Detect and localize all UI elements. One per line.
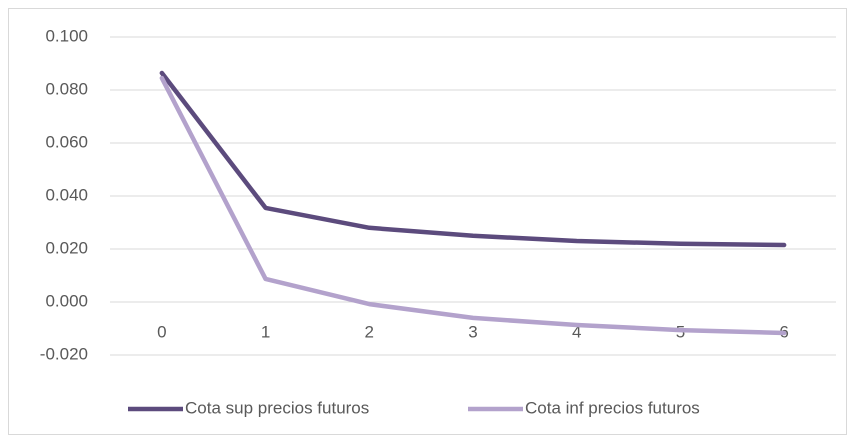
- x-tick-label: 2: [365, 322, 374, 341]
- legend-label: Cota inf precios futuros: [525, 398, 700, 417]
- y-tick-label: 0.100: [45, 26, 88, 45]
- chart-border: [8, 8, 847, 435]
- x-tick-label: 0: [157, 322, 166, 341]
- x-tick-label: 1: [261, 322, 270, 341]
- series-line: [159, 75, 787, 336]
- series-line: [159, 70, 787, 248]
- y-tick-label: 0.080: [45, 79, 88, 98]
- y-tick-label: 0.000: [45, 291, 88, 310]
- y-tick-label: 0.060: [45, 132, 88, 151]
- y-tick-label: -0.020: [40, 344, 88, 363]
- y-tick-label: 0.040: [45, 185, 88, 204]
- y-tick-label: 0.020: [45, 238, 88, 257]
- x-tick-label: 4: [572, 322, 581, 341]
- x-tick-label: 3: [468, 322, 477, 341]
- legend-label: Cota sup precios futuros: [185, 398, 369, 417]
